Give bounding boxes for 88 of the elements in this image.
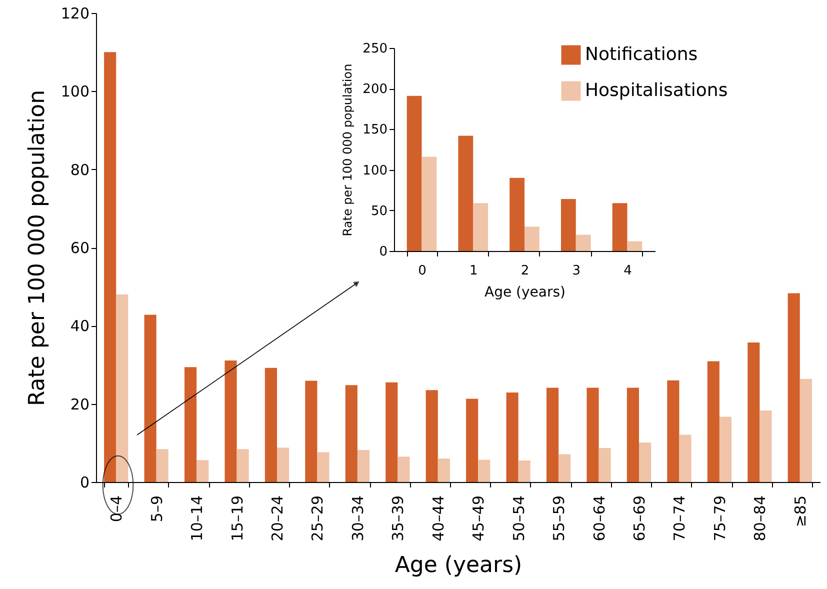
- y-tick-label: 100: [60, 82, 90, 101]
- x-tick-label: 80–84: [751, 496, 770, 542]
- bar: [264, 368, 277, 482]
- y-tick-label: 100: [362, 163, 388, 178]
- x-tick-label: 1: [469, 264, 478, 278]
- x-tick-label: 5–9: [148, 496, 166, 522]
- x-tick-label: 4: [624, 264, 632, 278]
- bar: [386, 382, 398, 482]
- bar: [478, 460, 490, 482]
- bar: [438, 458, 450, 482]
- bar: [317, 452, 330, 482]
- bar: [104, 52, 116, 482]
- bar: [236, 449, 249, 482]
- bar: [560, 199, 576, 251]
- bar: [707, 361, 720, 482]
- bar: [598, 448, 611, 482]
- bar: [667, 380, 680, 482]
- y-tick-label: 40: [70, 317, 90, 336]
- bar: [277, 448, 290, 482]
- bar: [586, 388, 599, 482]
- x-axis-title: Age (years): [394, 553, 522, 578]
- y-tick-label: 60: [70, 239, 90, 257]
- bar: [426, 390, 438, 482]
- x-tick-label: 65–69: [630, 496, 648, 542]
- x-tick-label: 25–29: [308, 496, 327, 542]
- bar: [576, 234, 591, 251]
- bar: [760, 410, 772, 482]
- y-tick-label: 0: [80, 474, 90, 492]
- bar: [305, 380, 318, 482]
- y-tick-label: 200: [362, 82, 388, 98]
- bar: [558, 454, 571, 482]
- y-tick-label: 120: [60, 4, 90, 22]
- x-tick-label: 45–49: [470, 496, 488, 542]
- x-tick-label: 75–79: [710, 496, 729, 542]
- x-tick-label: 70–74: [670, 496, 689, 542]
- x-axis-title: Age (years): [484, 284, 566, 300]
- x-tick-label: 2: [520, 264, 530, 278]
- x-tick-label: 60–64: [590, 496, 608, 542]
- x-tick-label: 30–34: [348, 496, 367, 542]
- y-axis-title: Rate per 100 000 population: [340, 64, 355, 236]
- bar: [224, 360, 237, 482]
- bar: [196, 460, 209, 482]
- bar: [184, 367, 197, 482]
- bar: [506, 392, 518, 482]
- bar: [458, 136, 474, 251]
- bar: [719, 416, 732, 482]
- bar: [406, 96, 422, 251]
- bar: [466, 398, 478, 482]
- x-tick-label: 15–19: [228, 496, 246, 542]
- x-tick-label: 0–4: [108, 496, 126, 522]
- y-tick-label: 20: [70, 395, 90, 414]
- bar: [626, 388, 639, 482]
- x-tick-label: 55–59: [550, 496, 568, 542]
- bar: [156, 449, 168, 482]
- bar: [524, 226, 540, 251]
- bar: [398, 456, 410, 482]
- bar: [627, 241, 642, 251]
- bar: [788, 293, 800, 482]
- bar: [612, 203, 628, 251]
- legend-label: Notifications: [585, 44, 698, 65]
- bar: [518, 460, 530, 482]
- bar: [679, 434, 692, 482]
- bar: [800, 378, 812, 482]
- bar: [144, 314, 156, 482]
- bar: [357, 450, 370, 482]
- y-tick-label: 0: [379, 244, 388, 260]
- y-tick-label: 80: [70, 160, 90, 179]
- x-tick-label: 35–39: [389, 496, 408, 542]
- bar: [345, 385, 358, 482]
- x-tick-label: 3: [572, 264, 581, 278]
- y-tick-label: 250: [362, 42, 388, 56]
- bar: [473, 203, 488, 251]
- y-axis-title: Rate per 100 000 population: [24, 90, 50, 406]
- x-tick-label: 10–14: [188, 496, 206, 542]
- bar: [639, 442, 652, 482]
- bar: [510, 178, 524, 251]
- bar: [748, 342, 760, 482]
- y-tick-label: 150: [362, 122, 388, 138]
- bar: [422, 156, 437, 251]
- bar: [116, 294, 128, 482]
- x-tick-label: 50–54: [510, 496, 528, 542]
- legend-label: Hospitalisations: [585, 80, 728, 101]
- x-tick-label: ≥85: [791, 496, 810, 528]
- x-tick-label: 20–24: [268, 496, 286, 542]
- y-tick-label: 50: [370, 204, 388, 219]
- x-tick-label: 40–44: [429, 496, 448, 542]
- x-tick-label: 0: [418, 264, 426, 278]
- bar: [546, 388, 559, 482]
